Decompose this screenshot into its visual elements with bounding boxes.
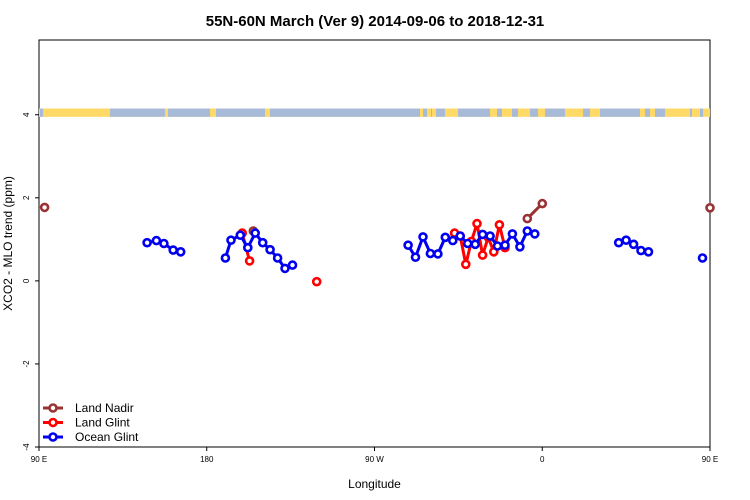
y-tick-label: -2	[22, 360, 31, 368]
data-point	[142, 237, 152, 248]
data-point	[460, 259, 471, 270]
map-band-ocean-16	[655, 108, 665, 117]
map-band-ocean-11	[530, 108, 538, 117]
legend-marker	[48, 417, 58, 428]
data-point	[462, 238, 473, 249]
data-point	[705, 203, 715, 213]
data-point	[522, 226, 533, 236]
series-ocean-glint	[142, 226, 708, 274]
data-point	[311, 276, 322, 287]
map-band-ocean-17	[690, 108, 692, 117]
map-band	[39, 108, 710, 117]
x-axis: 90 E 180 90 W 0 90 E	[31, 447, 718, 464]
y-tick-label: 0	[22, 278, 31, 283]
data-point	[477, 250, 488, 260]
data-point	[621, 235, 631, 245]
x-axis-label: Longitude	[348, 477, 401, 491]
data-point	[628, 239, 639, 250]
data-point	[636, 245, 646, 256]
data-point	[272, 253, 283, 263]
data-point	[447, 235, 458, 246]
y-tick-label: 4	[22, 112, 31, 117]
y-axis-label: XCO2 - MLO trend (ppm)	[1, 176, 15, 311]
data-point	[168, 245, 178, 255]
data-point	[159, 238, 169, 249]
x-tick-label: 90 W	[365, 455, 384, 464]
data-point	[529, 229, 540, 239]
x-tick-label: 90 E	[31, 455, 47, 464]
data-point	[250, 228, 260, 238]
data-point	[613, 237, 624, 248]
data-point	[492, 241, 503, 251]
map-band-ocean-8	[458, 108, 490, 117]
data-point	[472, 218, 482, 229]
legend-label: Ocean Glint	[75, 430, 139, 444]
data-point	[265, 244, 275, 255]
data-point	[226, 235, 236, 245]
data-point	[243, 242, 253, 253]
series-land-glint	[237, 218, 510, 287]
data-point	[697, 253, 708, 263]
legend-marker	[48, 403, 58, 413]
data-point	[433, 249, 443, 259]
map-band-ocean-3	[216, 108, 265, 117]
map-band-ocean-14	[600, 108, 640, 117]
map-band-ocean-2	[168, 108, 210, 117]
map-band-ocean-9	[497, 108, 502, 117]
data-point	[537, 198, 548, 209]
data-point	[235, 230, 246, 240]
data-point	[522, 213, 533, 224]
x-tick-label: 180	[200, 455, 214, 464]
legend-marker	[48, 432, 58, 442]
chart-title: 55N-60N March (Ver 9) 2014-09-06 to 2018…	[206, 13, 545, 30]
data-point	[507, 229, 518, 239]
data-point	[244, 256, 255, 266]
y-tick-label: 2	[22, 195, 31, 200]
y-tick-label: -4	[22, 443, 31, 451]
series-land-nadir	[39, 198, 715, 236]
data-point	[39, 202, 50, 213]
map-band-ocean-0	[40, 108, 43, 117]
data-point	[280, 263, 290, 274]
map-band-ocean-18	[700, 108, 703, 117]
data-point	[425, 248, 436, 259]
legend-label: Land Nadir	[75, 401, 134, 415]
data-point	[494, 220, 505, 230]
data-point	[403, 240, 413, 250]
data-point	[418, 232, 428, 242]
map-band-ocean-7	[436, 108, 445, 117]
data-point	[287, 260, 298, 270]
map-band-ocean-12	[545, 108, 565, 117]
map-band-ocean-5	[423, 108, 427, 117]
data-point	[455, 231, 466, 241]
map-band-ocean-13	[583, 108, 590, 117]
data-point	[470, 239, 481, 250]
series-layer	[39, 198, 715, 287]
data-point	[175, 247, 186, 257]
data-point	[151, 235, 162, 246]
data-point	[410, 252, 421, 263]
map-band-ocean-10	[512, 108, 518, 117]
map-band-ocean-1	[110, 108, 165, 117]
plot-area-border	[38, 39, 711, 448]
data-point	[257, 237, 268, 248]
data-point	[220, 253, 231, 263]
map-band-ocean-4	[270, 108, 420, 117]
x-tick-label: 90 E	[702, 455, 718, 464]
data-point	[643, 247, 654, 257]
data-point	[440, 232, 451, 243]
data-point	[515, 242, 525, 252]
data-point	[485, 231, 495, 241]
map-band-ocean-15	[645, 108, 650, 117]
map-band-ocean-6	[431, 108, 432, 117]
data-point	[500, 240, 510, 250]
x-tick-label: 0	[540, 455, 545, 464]
data-point	[477, 229, 488, 240]
legend-label: Land Glint	[75, 416, 130, 430]
series-line	[223, 230, 294, 271]
y-axis: -4 -2 0 2 4	[22, 112, 39, 451]
